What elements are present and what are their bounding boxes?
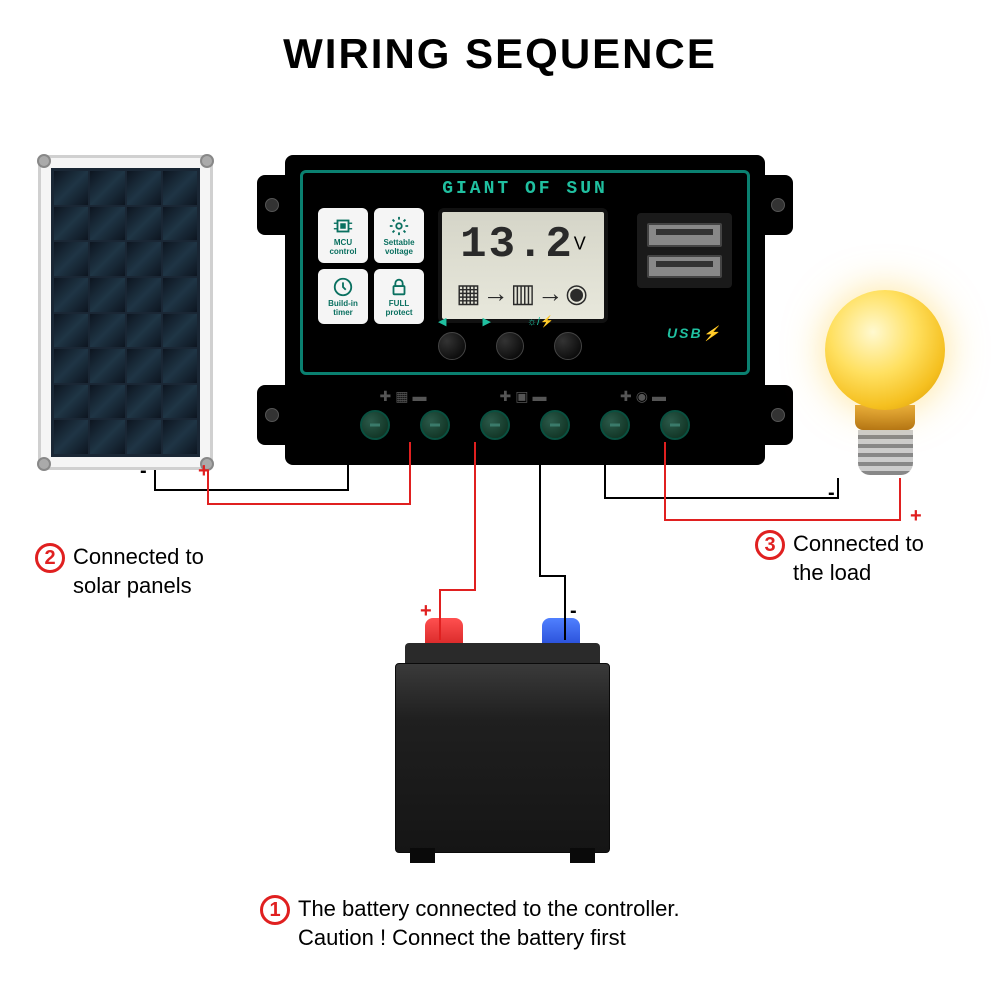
solar-cell-icon: [54, 420, 88, 454]
lcd-flow-icons: ▦→▥→◉: [456, 278, 590, 309]
solar-cell-icon: [90, 349, 124, 383]
solar-cell-icon: [90, 171, 124, 205]
terminal-load-pos: [600, 410, 630, 440]
usb-label: USB⚡: [667, 325, 722, 342]
step-label: 3 Connected tothe load: [755, 530, 975, 587]
solar-cell-icon: [54, 278, 88, 312]
terminal-battery-neg: [540, 410, 570, 440]
terminal-load-neg: [660, 410, 690, 440]
solar-cell-icon: [127, 171, 161, 205]
solar-cell-icon: [54, 242, 88, 276]
solar-cell-icon: [127, 420, 161, 454]
solar-cell-icon: [127, 242, 161, 276]
controller-faceplate: GIANT OF SUN MCUcontrolSettablevoltageBu…: [300, 170, 750, 375]
bulb-screw-icon: [858, 430, 913, 475]
solar-cell-icon: [163, 242, 197, 276]
nav-left-button[interactable]: [438, 332, 466, 360]
solar-cell-icon: [54, 171, 88, 205]
polarity-marker: +: [420, 600, 432, 623]
solar-charge-controller: GIANT OF SUN MCUcontrolSettablevoltageBu…: [285, 155, 765, 465]
mount-ear-icon: [257, 385, 287, 445]
solar-cell-icon: [127, 207, 161, 241]
mode-button[interactable]: [554, 332, 582, 360]
solar-cell-icon: [163, 385, 197, 419]
solar-cell-icon: [90, 278, 124, 312]
solar-cell-icon: [90, 207, 124, 241]
usb-port-icon: [647, 255, 722, 279]
button-glyph-label: ▶: [482, 315, 490, 328]
solar-panel: [38, 155, 213, 470]
solar-cell-icon: [127, 314, 161, 348]
terminal-group-label: ✚▣▬: [480, 388, 570, 405]
solar-cell-icon: [54, 314, 88, 348]
step-label: 1 The battery connected to the controller…: [260, 895, 820, 952]
solar-cell-icon: [54, 385, 88, 419]
step-text: Connected tosolar panels: [73, 543, 204, 600]
solar-cell-icon: [90, 420, 124, 454]
polarity-marker: -: [140, 460, 147, 483]
lcd-voltage-value: 13.2: [460, 220, 574, 270]
feature-badge: FULLprotect: [374, 269, 424, 324]
usb-port-icon: [647, 223, 722, 247]
feature-badge: Build-intimer: [318, 269, 368, 324]
page-title: WIRING SEQUENCE: [0, 30, 1000, 78]
solar-cell-icon: [163, 314, 197, 348]
mount-hole-icon: [200, 154, 214, 168]
step-text: The battery connected to the controller.…: [298, 895, 680, 952]
mount-ear-icon: [257, 175, 287, 235]
usb-ports: [637, 213, 732, 288]
bulb-glass-icon: [825, 290, 945, 410]
polarity-marker: -: [570, 600, 577, 623]
terminal-group-label: ✚▦▬: [360, 388, 450, 405]
solar-cell-icon: [90, 385, 124, 419]
polarity-marker: +: [910, 505, 922, 528]
solar-cell-icon: [54, 349, 88, 383]
mount-ear-icon: [763, 175, 793, 235]
solar-cell-icon: [163, 278, 197, 312]
solar-cell-icon: [127, 278, 161, 312]
polarity-marker: -: [828, 482, 835, 505]
step-number-badge: 3: [755, 530, 785, 560]
solar-cell-icon: [127, 385, 161, 419]
step-number-badge: 1: [260, 895, 290, 925]
solar-cell-icon: [163, 171, 197, 205]
solar-cell-icon: [54, 207, 88, 241]
solar-cell-icon: [163, 349, 197, 383]
wire-line: [540, 442, 565, 640]
solar-cell-icon: [90, 314, 124, 348]
solar-cell-icon: [90, 242, 124, 276]
solar-cell-icon: [127, 349, 161, 383]
light-bulb: [820, 290, 950, 480]
solar-cell-icon: [163, 207, 197, 241]
mount-hole-icon: [37, 154, 51, 168]
button-glyph-label: ☼/⚡: [527, 315, 554, 328]
terminal-battery-pos: [480, 410, 510, 440]
lcd-display: 13.2V ▦→▥→◉: [438, 208, 608, 323]
step-label: 2 Connected tosolar panels: [35, 543, 265, 600]
solar-cell-icon: [163, 420, 197, 454]
nav-right-button[interactable]: [496, 332, 524, 360]
mount-ear-icon: [763, 385, 793, 445]
step-number-badge: 2: [35, 543, 65, 573]
lcd-unit: V: [574, 234, 586, 254]
polarity-marker: +: [198, 460, 210, 483]
wire-line: [440, 442, 475, 640]
terminal-solar-pos: [360, 410, 390, 440]
terminal-solar-neg: [420, 410, 450, 440]
feature-badge: Settablevoltage: [374, 208, 424, 263]
terminal-group-label: ✚◉▬: [600, 388, 690, 405]
brand-label: GIANT OF SUN: [303, 179, 747, 199]
battery: [395, 618, 610, 863]
mount-hole-icon: [37, 457, 51, 471]
feature-badge: MCUcontrol: [318, 208, 368, 263]
button-glyph-label: ◀: [438, 315, 446, 328]
step-text: Connected tothe load: [793, 530, 924, 587]
